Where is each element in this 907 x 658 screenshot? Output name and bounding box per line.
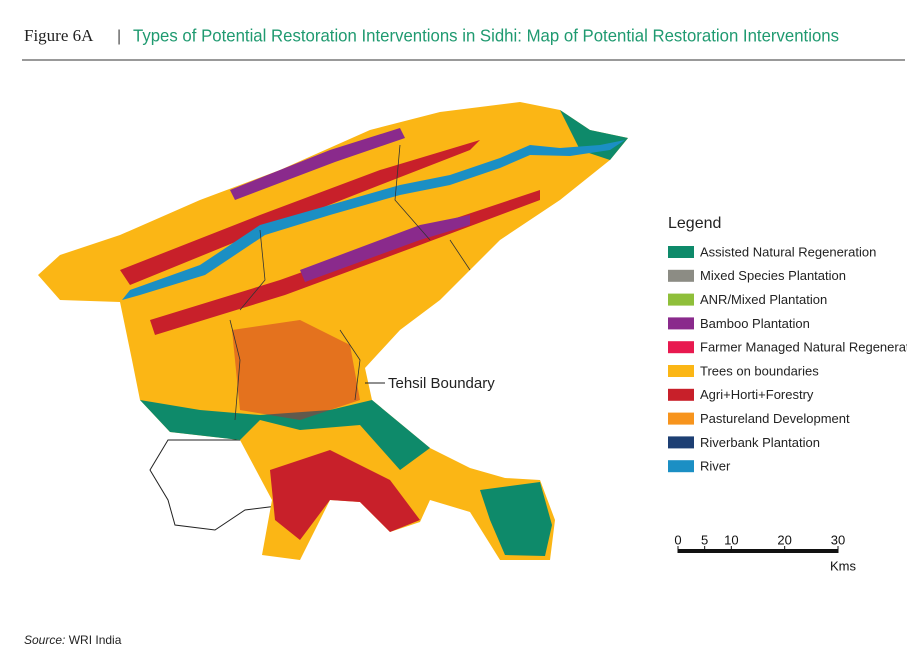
map-zone — [270, 450, 420, 540]
legend-swatch — [668, 246, 694, 258]
legend-swatch — [668, 436, 694, 449]
tehsil-boundary — [229, 144, 471, 421]
source-text: WRI India — [69, 633, 122, 647]
map-zone — [140, 400, 430, 470]
legend-label: Trees on boundaries — [700, 363, 819, 378]
legend-swatch — [668, 460, 694, 473]
legend-label: Agri+Horti+Forestry — [700, 387, 814, 402]
figure-label: Figure 6A — [24, 26, 94, 45]
scale-unit: Kms — [830, 558, 857, 573]
figure-title: Types of Potential Restoration Intervent… — [133, 26, 839, 46]
map: Tehsil Boundary — [38, 102, 628, 560]
legend-swatch — [668, 365, 694, 377]
map-zone — [480, 482, 552, 556]
scale-tick-label: 0 — [674, 532, 681, 547]
map-zone — [120, 140, 480, 285]
legend-title: Legend — [668, 215, 721, 232]
separator: | — [117, 28, 121, 45]
legend-label: Mixed Species Plantation — [700, 268, 846, 283]
map-zone — [230, 128, 405, 200]
map-zone — [232, 320, 360, 420]
scale-bar-body — [678, 549, 838, 553]
legend-swatch — [668, 317, 694, 330]
legend-swatch — [668, 269, 694, 282]
scale-tick-label: 20 — [777, 532, 791, 547]
river — [122, 140, 625, 300]
map-zone — [300, 215, 470, 282]
legend-label: River — [700, 459, 731, 474]
legend-label: ANR/Mixed Plantation — [700, 292, 827, 307]
scale-tick-label: 5 — [701, 532, 708, 547]
scale-tick-label: 30 — [831, 532, 845, 547]
scale-tick-label: 10 — [724, 532, 738, 547]
legend-label: Assisted Natural Regeneration — [700, 244, 876, 259]
scale-bar: 0 5 10 20 30 Kms — [674, 532, 856, 573]
source: Source: WRI India — [24, 633, 122, 647]
source-label: Source: — [24, 633, 65, 647]
legend-label: Riverbank Plantation — [700, 435, 820, 450]
legend-swatch — [668, 412, 694, 425]
legend: Assisted Natural Regeneration Mixed Speci… — [668, 244, 907, 474]
legend-swatch — [668, 388, 694, 401]
legend-label: Bamboo Plantation — [700, 316, 810, 331]
legend-swatch — [668, 293, 694, 306]
legend-label: Pastureland Development — [700, 411, 850, 426]
legend-label: Farmer Managed Natural Regeneration — [700, 340, 907, 355]
map-annotation: Tehsil Boundary — [388, 375, 495, 392]
legend-swatch — [668, 341, 694, 354]
